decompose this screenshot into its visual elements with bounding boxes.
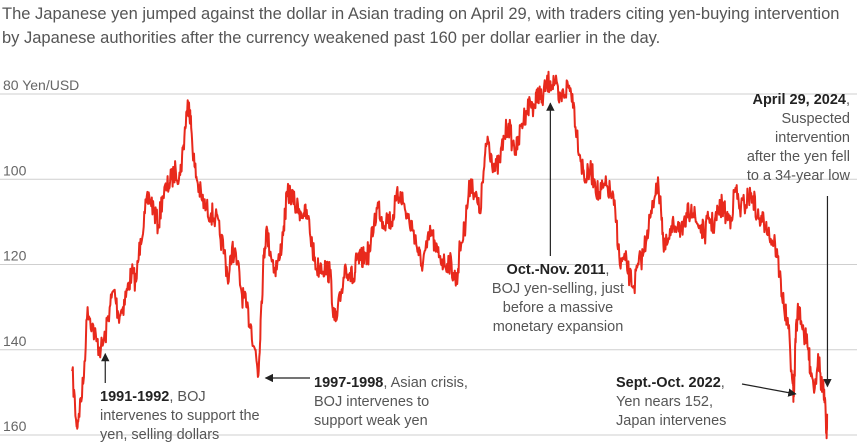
annotation-line: support weak yen [314,412,468,431]
annotation-line: 1991-1992, BOJ [100,388,260,407]
annotation-arrow-3 [741,383,797,397]
annotation-line: Japan intervenes [616,412,726,431]
annotation-text: , [845,92,850,108]
annotation-line: BOJ intervenes to [314,393,468,412]
annotation-text: intervenes to support the [100,408,260,424]
annotation-line: 1997-1998, Asian crisis, [314,374,468,393]
y-tick-label-120: 120 [3,248,27,264]
annotation-text: , Asian crisis, [383,375,468,391]
series-line-yen-usd [71,70,829,440]
annotation-text: before a massive [502,300,614,316]
annotation-oct-nov-2011: Oct.-Nov. 2011, BOJ yen-selling, just befo… [480,261,636,337]
annotation-text: Japan intervenes [616,413,727,429]
annotation-line: BOJ yen-selling, just [480,280,636,299]
annotation-date: 1991-1992 [100,389,170,405]
y-tick-label-100: 100 [3,162,27,178]
annotation-line: intervenes to support the [100,407,260,426]
annotation-text: yen, selling dollars [100,427,220,443]
annotation-line: after the yen fell [730,148,850,167]
annotation-date: Sept.-Oct. 2022 [616,375,721,391]
annotation-line: intervention [730,129,850,148]
annotation-1997-1998: 1997-1998, Asian crisis, BOJ intervenes t… [314,374,468,431]
annotation-line: Sept.-Oct. 2022, [616,374,726,393]
annotation-text: monetary expansion [492,319,624,335]
annotation-line: April 29, 2024, [730,91,850,110]
annotation-text: , [720,375,725,391]
annotation-line: to a 34-year low [730,167,850,186]
annotation-line: Oct.-Nov. 2011, [480,261,636,280]
annotation-line: monetary expansion [480,318,636,337]
annotation-text: , [605,262,610,278]
annotation-text: , BOJ [169,389,206,405]
annotation-text: intervention [775,130,850,146]
annotation-arrows [101,102,832,397]
gridlines [0,93,857,436]
annotation-text: BOJ yen-selling, just [491,281,625,297]
y-tick-label-160: 160 [3,418,27,434]
annotation-line: Yen nears 152, [616,393,726,412]
annotation-1991-1992: 1991-1992, BOJ intervenes to support the y… [100,388,260,445]
annotation-date: Oct.-Nov. 2011 [506,262,606,278]
y-tick-label-140: 140 [3,333,27,349]
annotation-april-2024: April 29, 2024, Suspected intervention afte… [730,91,850,186]
annotation-sept-oct-2022: Sept.-Oct. 2022, Yen nears 152, Japan inte… [616,374,726,431]
annotation-text: Suspected [781,111,850,127]
annotation-text: after the yen fell [746,149,850,165]
annotation-line: before a massive [480,299,636,318]
annotation-date: April 29, 2024 [752,92,846,108]
annotation-text: support weak yen [314,413,428,429]
annotation-date: 1997-1998 [314,375,384,391]
annotation-line: yen, selling dollars [100,426,260,445]
y-axis-tick-labels: 80 Yen/USD 100 120 140 160 [3,77,79,434]
series-layer [71,70,829,440]
annotation-text: BOJ intervenes to [314,394,430,410]
annotation-text: Yen nears 152, [616,394,714,410]
annotation-text: to a 34-year low [746,168,850,184]
chart-subtitle: The Japanese yen jumped against the doll… [2,5,840,47]
annotation-line: Suspected [730,110,850,129]
y-tick-label-80: 80 Yen/USD [3,77,79,93]
